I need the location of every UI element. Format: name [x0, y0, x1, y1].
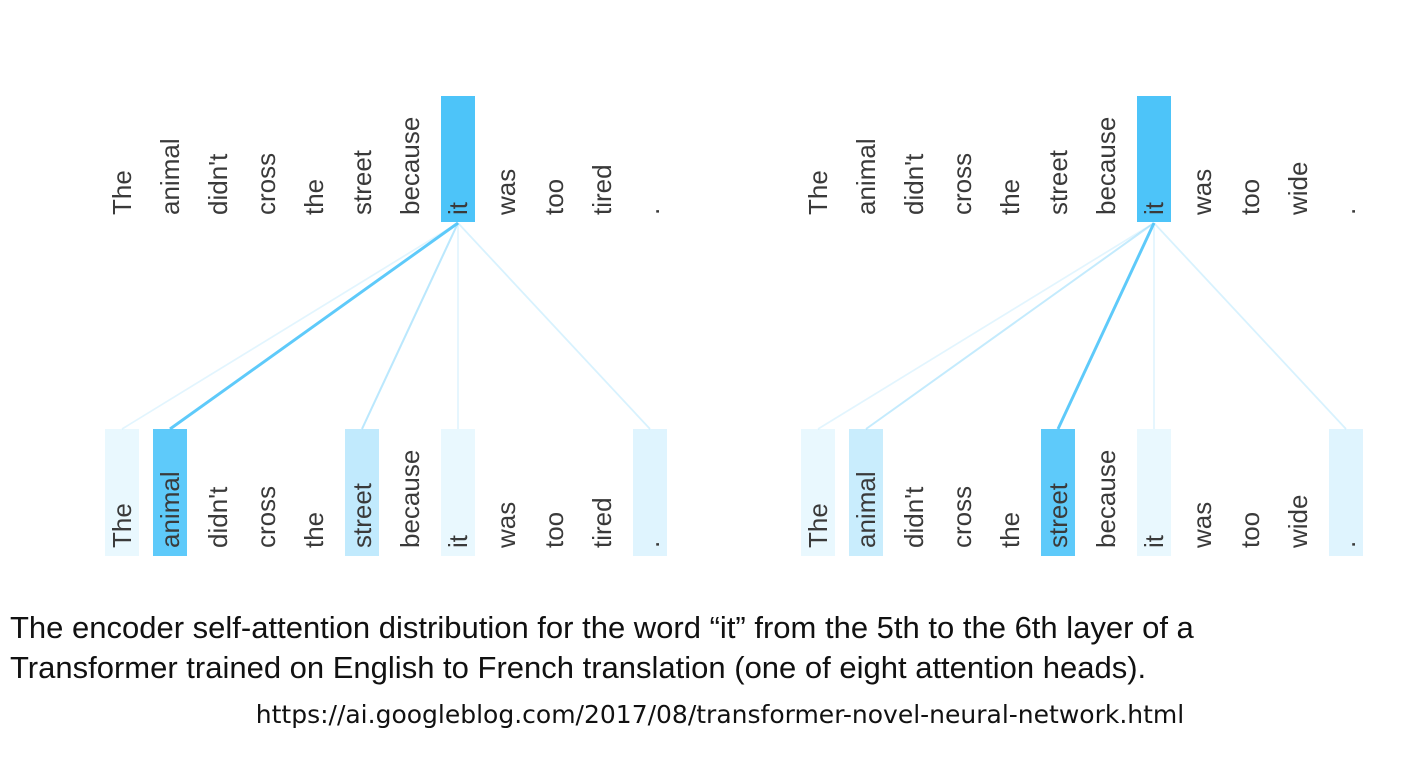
top-token: wide	[1283, 162, 1313, 216]
attention-line	[361, 222, 459, 430]
bottom-token-highlight	[1041, 429, 1075, 556]
bottom-token-highlight	[441, 429, 475, 556]
bottom-token: animal	[155, 471, 185, 548]
bottom-token: it	[1139, 534, 1169, 548]
attention-lines	[817, 222, 1347, 430]
bottom-token-highlight	[1137, 429, 1171, 556]
bottom-token: didn't	[203, 486, 233, 548]
top-token: because	[395, 117, 425, 215]
bottom-token-highlight	[1329, 429, 1363, 556]
bottom-token: didn't	[899, 486, 929, 548]
top-token-highlight	[1137, 96, 1171, 222]
bottom-token: cross	[251, 486, 281, 548]
attention-line	[169, 221, 459, 431]
bottom-token-highlight	[633, 429, 667, 556]
top-token: cross	[251, 153, 281, 215]
bottom-token: The	[803, 503, 833, 548]
bottom-token-highlight	[849, 429, 883, 556]
bottom-token: was	[1187, 502, 1217, 549]
top-token: the	[995, 179, 1025, 215]
attention-line	[817, 222, 1155, 430]
bottom-token-highlight	[801, 429, 835, 556]
top-token: because	[1091, 117, 1121, 215]
top-token: animal	[155, 138, 185, 215]
attention-panel-tired: The animal didn't cross the street because it wa…	[105, 96, 667, 556]
top-token: The	[803, 170, 833, 215]
top-token: .	[635, 208, 665, 215]
bottom-token: tired	[587, 497, 617, 548]
top-token-highlight	[441, 96, 475, 222]
top-token: animal	[851, 138, 881, 215]
attention-line	[865, 222, 1155, 430]
top-token: too	[1235, 179, 1265, 215]
bottom-token: street	[1043, 482, 1073, 548]
bottom-token: too	[539, 512, 569, 548]
top-token: street	[1043, 149, 1073, 215]
top-token: too	[539, 179, 569, 215]
figure-caption: The encoder self-attention distribution …	[10, 608, 1400, 688]
attention-lines	[121, 221, 651, 431]
attention-line	[1153, 222, 1347, 430]
bottom-token: too	[1235, 512, 1265, 548]
bottom-token: .	[635, 541, 665, 548]
attention-line	[121, 222, 459, 430]
bottom-token: .	[1331, 541, 1361, 548]
top-token: street	[347, 149, 377, 215]
top-token: was	[491, 169, 521, 216]
caption-line-1: The encoder self-attention distribution …	[10, 610, 1194, 645]
top-token: tired	[587, 164, 617, 215]
top-token: it	[443, 201, 473, 215]
bottom-token: because	[395, 450, 425, 548]
bottom-token: The	[107, 503, 137, 548]
top-token: the	[299, 179, 329, 215]
bottom-token: because	[1091, 450, 1121, 548]
top-token-row: The animal didn't cross the street because it wa…	[107, 96, 665, 222]
top-token: was	[1187, 169, 1217, 216]
top-token: it	[1139, 201, 1169, 215]
bottom-token: wide	[1283, 495, 1313, 549]
top-token-row: The animal didn't cross the street because it wa…	[803, 96, 1361, 222]
top-token: The	[107, 170, 137, 215]
bottom-token-highlight	[153, 429, 187, 556]
bottom-token: was	[491, 502, 521, 549]
bottom-token-highlight	[105, 429, 139, 556]
bottom-token-row: The animal didn't cross the street because it wa…	[105, 429, 667, 556]
bottom-token: street	[347, 482, 377, 548]
bottom-token: animal	[851, 471, 881, 548]
attention-line	[457, 222, 651, 430]
attention-diagram: The animal didn't cross the street because it wa…	[105, 96, 1363, 556]
attention-panel-wide: The animal didn't cross the street because it wa…	[801, 96, 1363, 556]
bottom-token: it	[443, 534, 473, 548]
source-url: https://ai.googleblog.com/2017/08/transf…	[255, 700, 1185, 729]
bottom-token: cross	[947, 486, 977, 548]
bottom-token: the	[995, 512, 1025, 548]
bottom-token: the	[299, 512, 329, 548]
caption-line-2: Transformer trained on English to French…	[10, 650, 1147, 685]
top-token: didn't	[203, 153, 233, 215]
attention-line	[1056, 222, 1156, 430]
top-token: .	[1331, 208, 1361, 215]
top-token: cross	[947, 153, 977, 215]
bottom-token-row: The animal didn't cross the street because it wa…	[801, 429, 1363, 556]
top-token: didn't	[899, 153, 929, 215]
bottom-token-highlight	[345, 429, 379, 556]
